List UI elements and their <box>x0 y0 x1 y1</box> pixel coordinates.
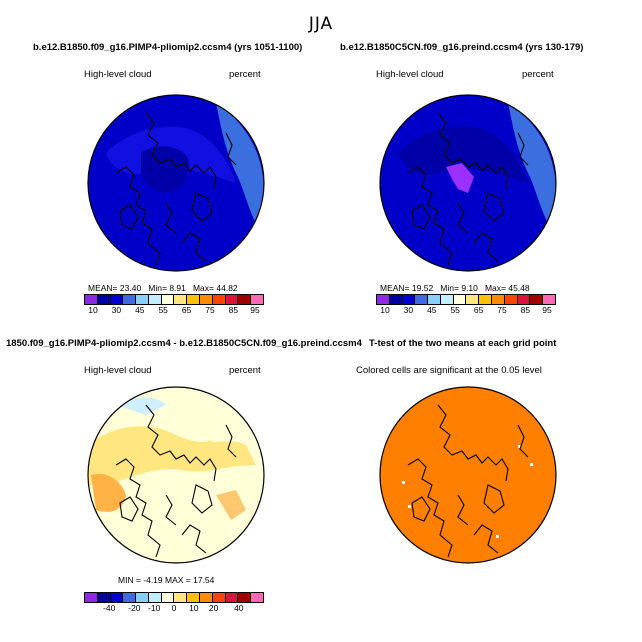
panel1-stats: MEAN= 23.40 Min= 8.91 Max= 44.82 <box>88 283 238 293</box>
panel1-map <box>87 94 265 272</box>
panel4-insignificant-cell <box>408 505 411 508</box>
panel4-title: T-test of the two means at each grid poi… <box>369 338 557 349</box>
panel1-colorbar-ticks: 10 30 45 55 65 75 85 95 <box>88 305 260 315</box>
panel3-stats: MIN = -4.19 MAX = 17.54 <box>118 575 215 585</box>
panel3-variable-label: High-level cloud <box>84 365 152 376</box>
panel3-field-negative <box>116 397 166 415</box>
panel2-map-border <box>379 94 557 272</box>
panel4-insignificant-cell <box>530 463 533 466</box>
panel2-field-high <box>508 103 556 233</box>
panel3-colorbar-ticks: -40 -20 -10 0 10 20 40 <box>103 603 244 613</box>
panel1-units-label: percent <box>229 69 261 80</box>
panel3-field-strong <box>91 473 126 512</box>
panel3-coastlines <box>115 404 237 558</box>
panel2-map <box>379 94 557 272</box>
panel1-field-high <box>216 103 264 233</box>
panel4-map-border <box>379 386 557 564</box>
panel1-colorbar-boxes <box>84 294 264 305</box>
panel3-field-positive3 <box>216 490 246 520</box>
panel2-units-label: percent <box>522 69 554 80</box>
panel2-variable-label: High-level cloud <box>376 69 444 80</box>
panel4-significant-cells <box>380 387 556 563</box>
panel3-units-label: percent <box>229 365 261 376</box>
panel4-significance-label: Colored cells are significant at the 0.0… <box>356 365 542 376</box>
panel3-field-positive <box>88 426 256 485</box>
panel2-colorbar-boxes <box>376 294 556 305</box>
panel1-title: b.e12.B1850.f09_g16.PIMP4-pliomip2.ccsm4… <box>33 42 303 53</box>
season-title: JJA <box>308 14 334 34</box>
panel2-stats: MEAN= 19.52 Min= 9.10 Max= 45.48 <box>380 283 530 293</box>
panel2-colorbar: 10 30 45 55 65 75 85 95 <box>376 294 556 315</box>
panel1-coastlines <box>115 112 237 266</box>
panel4-coastlines <box>407 404 529 558</box>
panel2-colorbar-ticks: 10 30 45 55 65 75 85 95 <box>380 305 552 315</box>
panel1-variable-label: High-level cloud <box>84 69 152 80</box>
panel4-insignificant-cell <box>496 535 499 538</box>
panel2-coastlines <box>407 112 529 266</box>
panel2-field-mid <box>398 126 528 183</box>
panel3-colorbar-boxes <box>84 592 264 603</box>
panel3-map-border <box>87 386 265 564</box>
panel1-colorbar: 10 30 45 55 65 75 85 95 <box>84 294 264 315</box>
panel1-field-low <box>141 146 190 193</box>
panel2-title: b.e12.B1850C5CN.f09_g16.preind.ccsm4 (yr… <box>340 42 584 53</box>
panel4-map <box>379 386 557 564</box>
panel3-map <box>87 386 265 564</box>
panel3-colorbar: -40 -20 -10 0 10 20 40 <box>84 592 264 613</box>
panel4-insignificant-cell <box>402 481 405 484</box>
panel3-title: 1850.f09_g16.PIMP4-pliomip2.ccsm4 - b.e1… <box>6 338 362 349</box>
panel1-map-border <box>87 94 265 272</box>
panel2-field-minimum <box>446 163 474 193</box>
panel4-insignificant-cell <box>518 445 521 448</box>
